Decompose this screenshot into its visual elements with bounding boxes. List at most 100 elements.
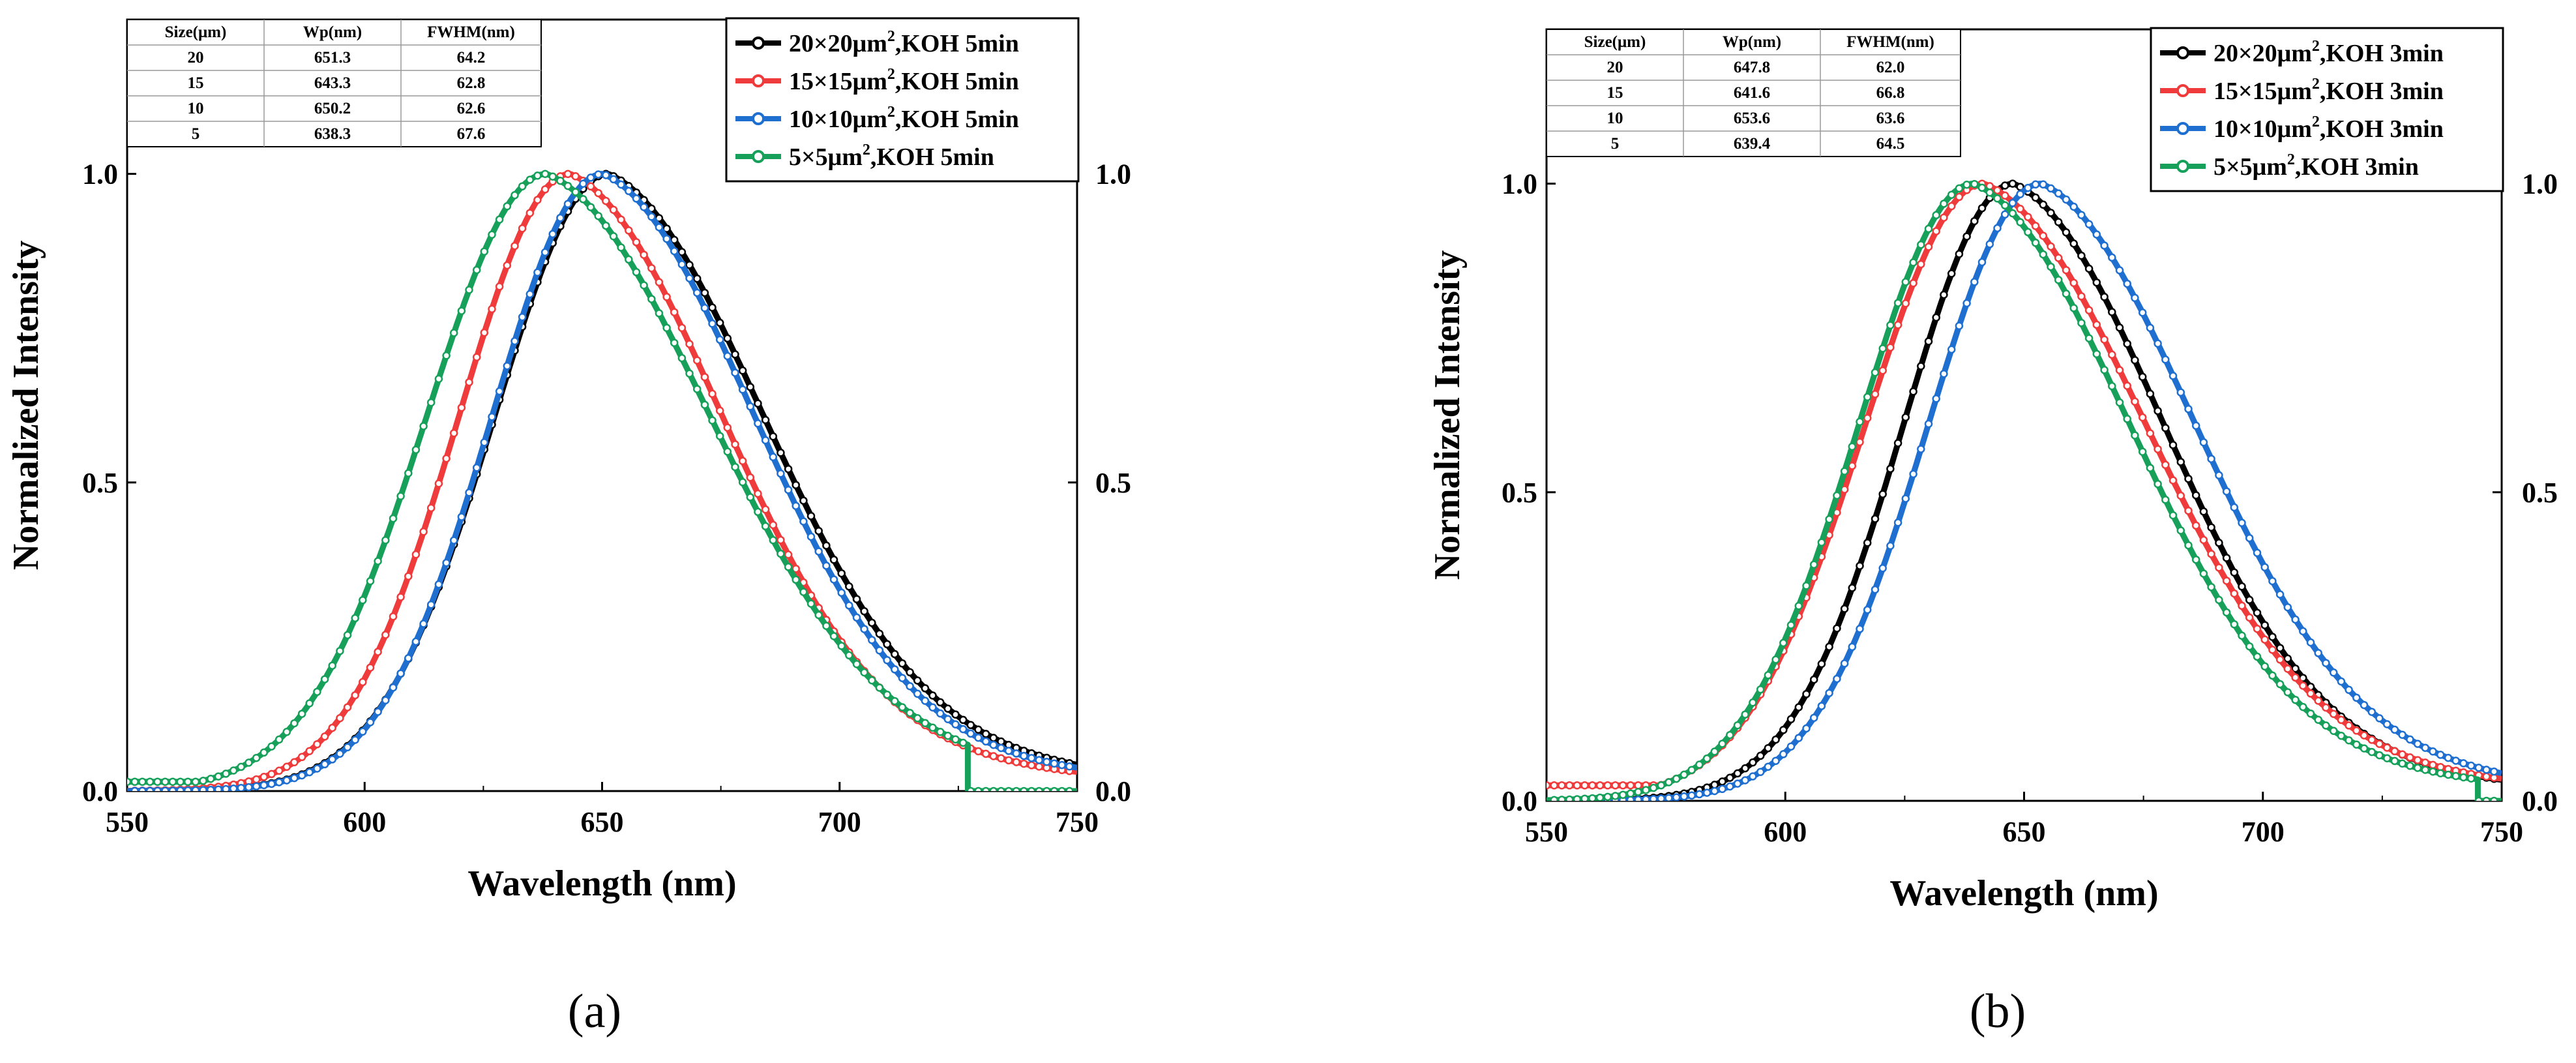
table-cell: 10 [1607,110,1623,127]
data-point [1825,642,1833,651]
data-point [571,172,580,181]
data-point [1603,792,1612,801]
data-point [1848,442,1857,451]
data-point [1718,777,1726,786]
data-point [480,438,489,447]
data-point [2154,445,2162,453]
data-point [2191,491,2200,500]
table-cell: 647.8 [1734,59,1770,76]
data-point [2322,703,2330,712]
data-point [533,172,542,180]
data-point [761,505,770,514]
data-point [989,740,998,749]
data-point [2100,366,2109,374]
data-point [1043,758,1051,766]
data-point [511,337,519,346]
legend-size: 5×5μm [789,143,863,171]
legend-box [725,17,1080,183]
legend-tail: ,KOH 5min [895,106,1019,133]
data-point [2367,736,2376,744]
data-point [1924,419,1933,428]
data-point [746,383,755,391]
data-point [1695,790,1704,799]
table-cell: 639.4 [1734,135,1771,153]
table-frame [126,19,542,147]
data-point [526,175,535,184]
data-point [1794,703,1803,711]
legend-entry: 5×5μm2,KOH 3min [2213,151,2419,181]
data-point [153,786,162,791]
data-point [1947,345,1956,354]
data-point [533,196,542,204]
data-point [1779,726,1788,734]
data-point [214,785,223,791]
panel-label: (b) [1970,985,2026,1038]
data-point [426,503,436,513]
data-point [2062,290,2071,298]
data-point [966,729,975,738]
data-point [2154,339,2162,348]
data-point [127,777,132,786]
data-point [1657,781,1666,790]
data-point [2275,680,2285,689]
legend-entry: 20×20μm2,KOH 3min [2213,38,2444,67]
data-point [2283,603,2292,612]
data-point [700,372,709,382]
data-point [845,651,853,660]
legend-superscript: 2 [2287,151,2295,168]
data-point [609,175,618,184]
data-point [852,595,861,603]
panel-a: 550 600 650 700 7500.00.51.00.00.51.0Wavelen… [6,17,1131,1038]
data-point [2245,595,2254,605]
data-point [617,180,625,189]
data-point [2054,189,2063,198]
data-point [860,668,868,677]
data-point [2047,209,2055,217]
data-point [2474,796,2483,801]
data-point [1955,192,1964,202]
data-point [2123,415,2131,423]
data-point [2382,754,2391,762]
data-point [2184,404,2193,413]
data-point [1802,690,1811,698]
legend-marker-black [2176,46,2189,59]
table-cell: 641.6 [1734,84,1770,102]
data-point [1878,366,1887,375]
data-point [2490,767,2498,776]
data-point [426,398,436,407]
data-point [518,182,527,190]
data-point [374,557,382,565]
data-point [2268,576,2277,586]
legend-entry: 5×5μm2,KOH 5min [789,142,994,171]
x-tick-label: 600 [1764,816,1807,848]
legend-marker-blue [2176,122,2189,135]
data-point [625,255,633,264]
data-point [1794,734,1803,742]
data-point [1611,781,1620,790]
data-point [2230,503,2239,512]
y-tick-label: 1.0 [82,158,118,190]
data-point [602,171,610,179]
data-point [2161,496,2170,504]
data-point [2436,751,2445,759]
x-tick-label: 600 [343,806,386,838]
legend-size: 20×20μm [2213,40,2312,67]
data-point [472,463,481,472]
data-point [2215,563,2223,572]
x-tick-label: 700 [818,806,861,838]
data-point [366,576,375,586]
data-point [1680,770,1689,779]
data-point [1932,313,1940,322]
data-point [1977,203,1987,213]
data-point [2069,202,2078,211]
legend-tail: ,KOH 3min [2320,40,2444,67]
data-point [404,469,413,477]
data-point [1595,781,1605,790]
data-point [1065,762,1074,771]
data-point [1955,322,1964,330]
data-point [1924,337,1933,346]
data-point [2016,205,2024,213]
data-point [168,777,177,786]
x-tick-label: 550 [1525,816,1568,848]
data-point [2268,633,2277,641]
